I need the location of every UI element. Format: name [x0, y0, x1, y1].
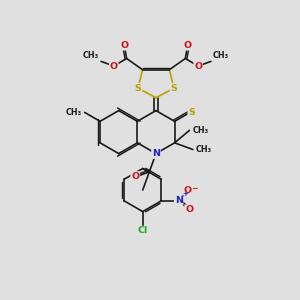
Text: −: −	[191, 184, 197, 193]
Text: O: O	[110, 61, 118, 70]
Text: O: O	[184, 186, 192, 195]
Text: N: N	[152, 149, 160, 158]
Text: CH₃: CH₃	[66, 108, 82, 117]
Text: O: O	[194, 61, 202, 70]
Text: S: S	[188, 108, 195, 117]
Text: CH₃: CH₃	[83, 51, 99, 60]
Text: Cl: Cl	[138, 226, 148, 236]
Text: CH₃: CH₃	[196, 145, 212, 154]
Text: CH₃: CH₃	[213, 51, 229, 60]
Text: O: O	[131, 172, 139, 181]
Text: CH₃: CH₃	[192, 126, 208, 135]
Text: S: S	[170, 84, 177, 93]
Text: O: O	[185, 205, 193, 214]
Text: N: N	[175, 196, 183, 205]
Text: +: +	[182, 191, 188, 197]
Text: O: O	[184, 41, 192, 50]
Text: S: S	[135, 84, 141, 93]
Text: O: O	[120, 41, 128, 50]
